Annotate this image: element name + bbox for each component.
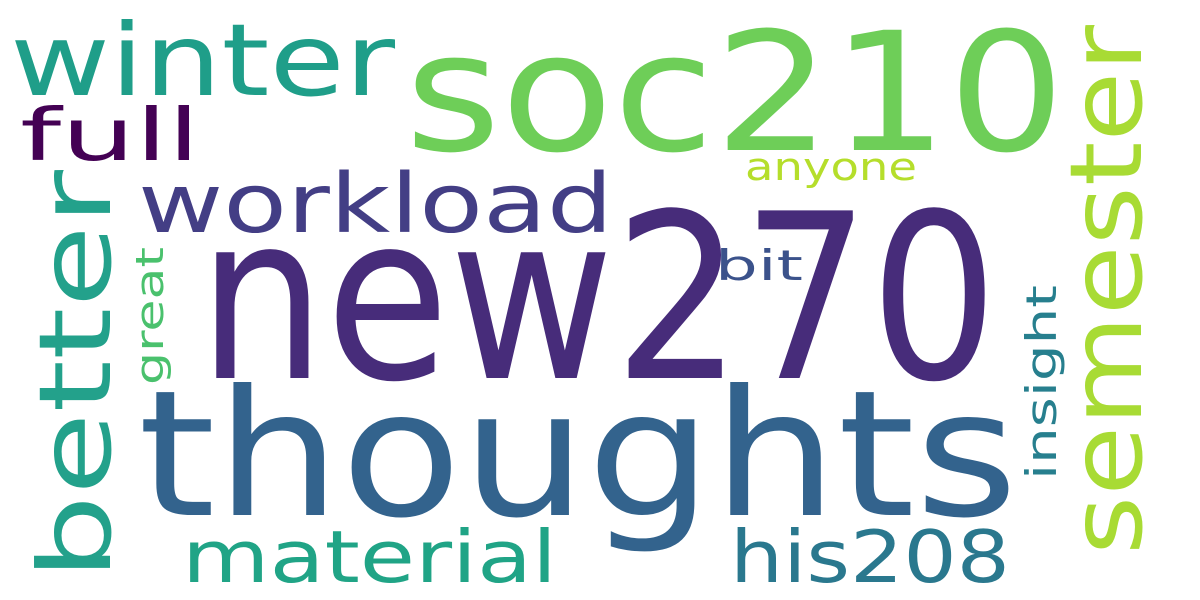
word-semester: semester <box>1048 24 1165 555</box>
word-bit: bit <box>715 241 803 290</box>
word-new270: new270 <box>198 166 998 433</box>
word-winter: winter <box>10 2 396 119</box>
word-better: better <box>17 169 134 580</box>
word-workload: workload <box>138 157 613 252</box>
word-anyone: anyone <box>745 145 917 189</box>
word-his208: his208 <box>730 515 1010 599</box>
word-soc210: soc210 <box>405 0 1065 189</box>
word-thoughts: thoughts <box>138 354 1018 557</box>
word-material: material <box>182 515 557 599</box>
word-great: great <box>128 247 172 385</box>
word-full: full <box>20 93 200 177</box>
word-insight: insight <box>1017 285 1066 480</box>
